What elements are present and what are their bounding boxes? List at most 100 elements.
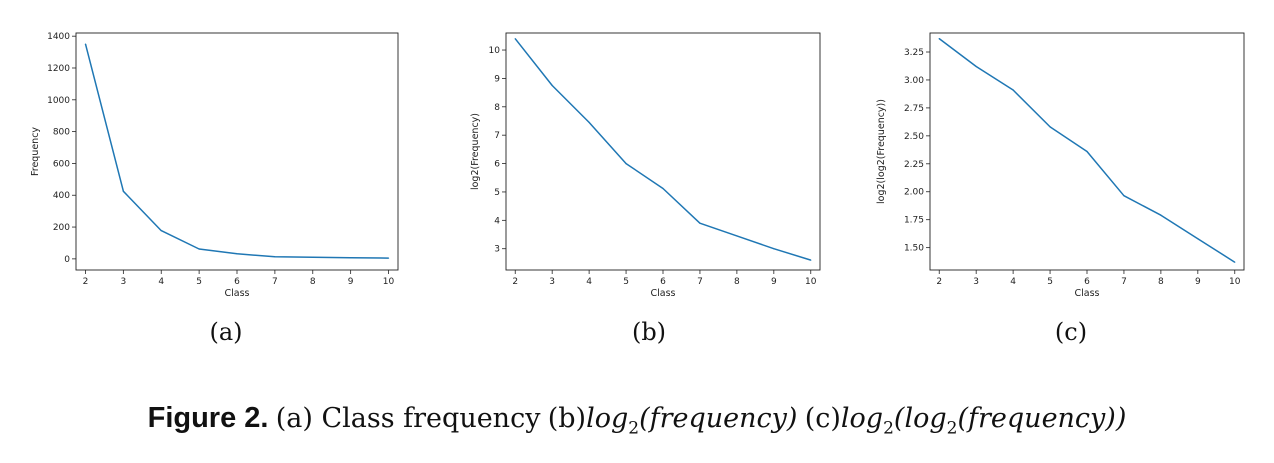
math-fn: log (586, 403, 629, 434)
y-tick-label: 1200 (47, 64, 70, 74)
subcaption-c: (c) (1054, 318, 1088, 346)
y-tick-label: 800 (53, 128, 70, 138)
data-point (975, 65, 977, 68)
math-sub: 2 (883, 418, 894, 439)
x-tick-label: 6 (660, 277, 666, 287)
y-tick-label: 2.50 (904, 132, 924, 142)
chart-panel-a: 2 3 4 5 6 7 8 9 10 0 200 400 600 800 1000 1200 1400 Class… (28, 28, 408, 308)
y-tick-label: 10 (489, 46, 501, 56)
chart-panel-c: 2 3 4 5 6 7 8 9 10 1.50 1.75 2.00 2.25 2.50 2.75 3.00 3.… (874, 28, 1254, 308)
x-tick-label: 9 (1195, 277, 1201, 287)
data-point (1049, 126, 1051, 128)
y-axis-label: log2(Frequency) (470, 113, 481, 190)
math-sub-inner: 2 (946, 418, 958, 439)
chart-c-svg: 2 3 4 5 6 7 8 9 10 1.50 1.75 2.00 2.25 2.50 2.75 3.00 3.… (876, 32, 1245, 299)
x-tick-label: 3 (549, 277, 555, 287)
data-point (236, 253, 238, 255)
subcaption-a: (a) (209, 318, 243, 346)
y-tick-label: 8 (494, 103, 500, 113)
y-tick-label: 7 (494, 131, 500, 141)
chart-panel-b: 2 3 4 5 6 7 8 9 10 3 4 5 6 7 8 9 10 Class log2(Frequency) (460, 28, 830, 308)
y-tick-label: 4 (494, 216, 500, 226)
data-point (1012, 89, 1014, 91)
x-tick-label: 10 (805, 277, 817, 287)
y-tick-label: 0 (64, 255, 70, 265)
x-tick-label: 4 (586, 277, 592, 287)
x-tick-label: 10 (383, 277, 395, 287)
x-tick-label: 2 (83, 277, 89, 287)
y-tick-label: 6 (494, 160, 500, 170)
x-tick-label: 7 (1121, 277, 1127, 287)
x-tick-label: 9 (771, 277, 777, 287)
x-tick-label: 7 (697, 277, 703, 287)
series-line (84, 43, 389, 259)
x-tick-label: 6 (234, 277, 240, 287)
math-open: ( (893, 403, 905, 434)
data-point (1160, 214, 1162, 216)
x-tick-label: 4 (1010, 277, 1016, 287)
x-tick-label: 4 (158, 277, 164, 287)
chart-a-svg: 2 3 4 5 6 7 8 9 10 0 200 400 600 800 1000 1200 1400 Class… (30, 32, 399, 299)
chart-b-svg: 2 3 4 5 6 7 8 9 10 3 4 5 6 7 8 9 10 Class log2(Frequency) (470, 32, 821, 299)
math-arg: (frequency)) (957, 403, 1127, 434)
caption-part-b-prefix: (b) (547, 403, 587, 434)
data-point (387, 257, 390, 259)
data-point (773, 248, 775, 250)
x-tick-label: 8 (1158, 277, 1164, 287)
x-axis-label: Class (225, 288, 250, 299)
y-tick-label: 1000 (47, 96, 70, 106)
x-tick-label: 5 (196, 277, 202, 287)
y-tick-label: 3.25 (904, 48, 924, 58)
y-tick-label: 400 (53, 191, 70, 201)
y-tick-label: 1400 (47, 32, 70, 42)
data-point (274, 256, 276, 258)
figure-label: Figure 2. (147, 402, 269, 434)
data-point (625, 162, 627, 165)
data-point (1086, 150, 1088, 153)
x-tick-label: 2 (512, 277, 518, 287)
subcaption-b: (b) (631, 318, 667, 346)
math-sub: 2 (628, 418, 640, 439)
y-tick-label: 200 (53, 223, 70, 233)
plot-frame (505, 32, 821, 271)
x-tick-label: 8 (310, 277, 316, 287)
data-point (1123, 195, 1125, 197)
x-axis-label: Class (1075, 288, 1100, 299)
data-point (514, 38, 516, 40)
y-tick-label: 3 (494, 245, 500, 255)
x-axis-label: Class (651, 288, 676, 299)
x-tick-label: 5 (623, 277, 629, 287)
caption-part-c-math: log2(log2(frequency)) (840, 403, 1127, 438)
math-fn: log (840, 403, 884, 434)
y-tick-label: 600 (53, 159, 70, 169)
data-point (938, 37, 940, 40)
data-point (588, 121, 590, 124)
x-tick-label: 6 (1084, 277, 1090, 287)
caption-part-b-math: log2(frequency) (586, 403, 797, 438)
caption-part-c-prefix: (c) (804, 403, 841, 434)
data-point (1234, 261, 1236, 263)
data-point (1197, 238, 1199, 240)
x-tick-label: 7 (272, 277, 278, 287)
series-line (938, 38, 1236, 263)
data-point (699, 222, 701, 224)
y-tick-label: 9 (494, 74, 500, 84)
y-tick-label: 5 (494, 188, 500, 198)
data-point (198, 248, 200, 250)
x-tick-label: 2 (936, 277, 942, 287)
y-tick-label: 2.25 (904, 160, 924, 170)
y-axis-label: log2(log2(Frequency)) (876, 99, 887, 204)
data-point (312, 256, 314, 258)
data-point (350, 257, 352, 259)
x-tick-label: 5 (1047, 277, 1053, 287)
y-tick-label: 1.75 (904, 216, 924, 226)
x-tick-label: 9 (348, 277, 354, 287)
x-tick-label: 3 (973, 277, 979, 287)
figure-caption: Figure 2. (a) Class frequency (b)log2(fr… (0, 402, 1274, 438)
data-point (736, 235, 738, 237)
plot-frame (75, 32, 399, 271)
y-tick-label: 2.75 (904, 104, 924, 114)
y-tick-label: 3.00 (904, 76, 924, 86)
math-fn-inner: log (904, 403, 947, 434)
data-point (122, 190, 124, 192)
